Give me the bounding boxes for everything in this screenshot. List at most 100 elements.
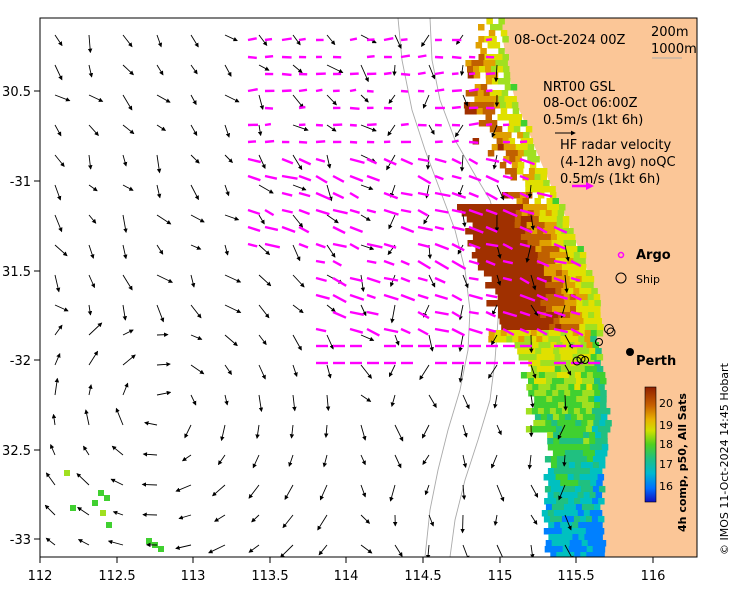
radar-current-arrow [451,225,465,232]
model-current-arrow [360,394,372,402]
sst-pixel [483,264,491,271]
sst-pixel [583,348,590,355]
radar-current-arrow [383,157,397,166]
model-current-arrow [423,214,430,225]
isobath-label-1000m: 1000m [651,42,697,57]
model-current-arrow [115,407,124,426]
sst-pixel [504,300,511,307]
radar-current-arrow [468,122,479,127]
sst-pixel [559,246,566,253]
sst-pixel [522,198,529,205]
sst-pixel [600,450,608,457]
sst-pixel [600,402,607,409]
sst-pixel [591,474,599,481]
radar-current-arrow [451,310,461,318]
sst-pixel [510,168,518,175]
sst-pixel [502,222,510,229]
sst-pixel [508,120,516,127]
sst-pixel [479,240,486,247]
radar-current-arrow [485,327,497,333]
sst-pixel [540,414,548,421]
radar-current-arrow [485,191,498,201]
model-current-arrow [54,124,62,137]
sst-pixel [567,474,575,481]
sst-pixel [562,222,570,229]
radar-average: (4-12h avg) noQC [560,155,676,170]
sst-pixel [497,282,504,289]
sst-pixel [505,102,513,109]
radar-current-arrow [434,276,446,284]
sst-pixel [490,234,498,241]
radar-current-arrow [400,38,408,42]
sst-pixel [586,462,594,469]
sst-pixel [489,252,497,259]
sst-pixel [505,132,512,139]
sst-pixel [577,246,584,253]
model-current-arrow [459,64,465,76]
sst-pixel [497,78,505,85]
sst-pixel [570,378,577,385]
sst-pixel [560,354,568,361]
sst-pixel [567,264,575,271]
sst-pixel [571,468,579,475]
sst-pixel [491,78,499,85]
sst-pixel [100,510,106,516]
model-current-arrow [527,184,533,199]
radar-current-arrow [264,242,281,249]
sst-pixel [478,234,486,241]
model-current-arrow [492,304,498,316]
sst-pixel [474,96,481,103]
radar-current-arrow [485,242,499,248]
sst-pixel [490,222,498,229]
sst-pixel [471,228,478,235]
sst-pixel [554,522,561,529]
model-current-arrow [284,484,294,500]
radar-current-arrow [315,191,331,201]
model-current-arrow [88,350,99,366]
radar-current-arrow [298,140,308,144]
sst-pixel [521,240,528,247]
sst-pixel [565,444,573,451]
sst-pixel [567,324,574,331]
sst-pixel [495,288,502,295]
sst-pixel [494,330,502,337]
sst-pixel [579,252,587,259]
radar-current-arrow [485,259,496,267]
sst-pixel [586,498,593,505]
sst-pixel [485,66,492,73]
radar-current-arrow [451,157,462,165]
model-current-arrow [84,409,90,426]
sst-pixel [505,204,512,211]
sst-pixel [550,498,557,505]
sst-pixel [571,318,578,325]
sst-pixel [587,276,595,283]
sst-pixel [505,150,513,157]
model-current-arrow [156,94,171,103]
model-current-arrow [292,334,302,351]
model-current-arrow [530,274,537,291]
radar-current-arrow [451,105,461,110]
sst-pixel [507,228,514,235]
model-current-arrow [462,394,470,410]
sst-pixel [574,372,582,379]
radar-current-arrow [383,191,399,200]
sst-pixel [590,522,597,529]
sst-pixel [532,384,539,391]
sst-pixel [567,228,574,235]
radar-current-arrow [451,174,462,180]
sst-pixel [531,426,539,433]
model-current-arrow [122,354,136,366]
sst-pixel [499,162,507,169]
model-current-arrow [326,334,334,350]
sst-pixel [547,318,554,325]
sst-pixel [464,108,472,115]
sst-pixel [556,234,564,241]
sst-pixel [472,222,480,229]
radar-current-arrow [264,225,279,232]
model-current-arrow [421,34,430,48]
radar-current-arrow [281,157,294,165]
model-current-arrow [326,364,332,379]
sst-pixel [520,372,528,379]
sst-pixel [471,60,478,67]
sst-pixel [531,270,539,277]
